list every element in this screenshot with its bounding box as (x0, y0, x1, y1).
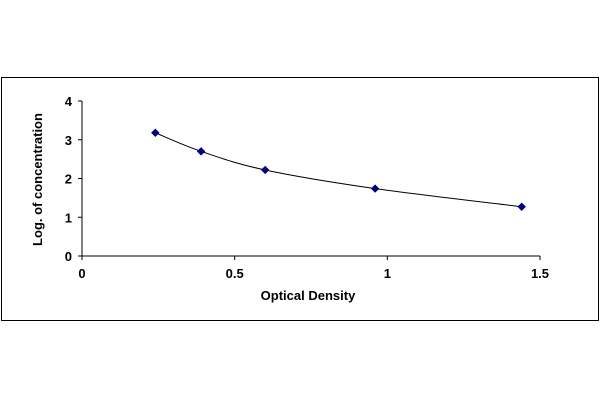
data-point (517, 202, 526, 211)
y-tick-label: 4 (65, 94, 73, 109)
data-point (196, 147, 206, 156)
y-tick-label: 2 (65, 172, 72, 187)
x-axis-title: Optical Density (261, 288, 356, 303)
y-ticks: 0 1 2 3 4 (65, 94, 82, 264)
chart: 0 0.5 1 1.5 0 1 2 3 4 Optical Density Log. of c… (30, 94, 549, 303)
data-point (370, 184, 380, 193)
data-point (260, 165, 270, 175)
y-tick-label: 3 (65, 133, 72, 148)
x-ticks: 0 0.5 1 1.5 (78, 256, 549, 281)
y-axis-title: Log. of concentration (30, 113, 45, 246)
x-tick-label: 0 (78, 266, 85, 281)
x-tick-label: 1.5 (531, 266, 549, 281)
y-tick-label: 0 (65, 249, 72, 264)
x-tick-label: 0.5 (226, 266, 244, 281)
data-points (151, 128, 526, 211)
y-tick-label: 1 (65, 210, 72, 225)
fitted-curve (155, 132, 522, 208)
data-point (151, 128, 160, 137)
x-tick-label: 1 (384, 266, 391, 281)
chart-frame: 0 0.5 1 1.5 0 1 2 3 4 Optical Density Log. of c… (1, 77, 599, 321)
